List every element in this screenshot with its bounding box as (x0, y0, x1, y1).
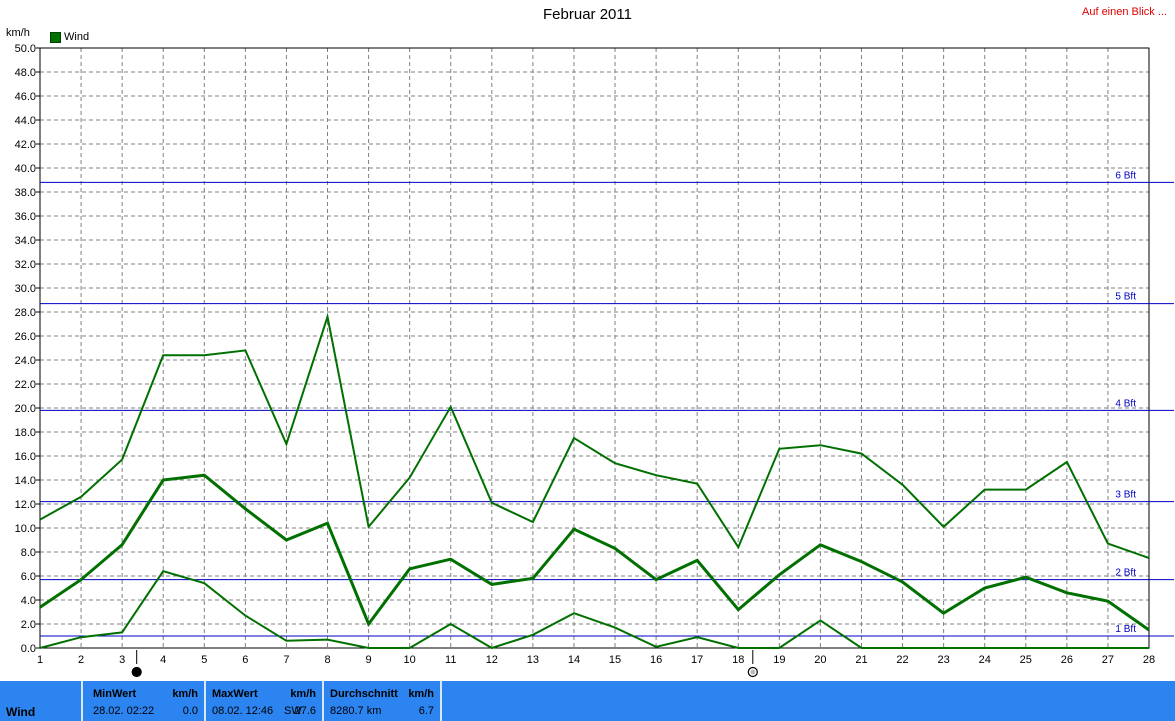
y-tick-label: 2.0 (21, 619, 36, 631)
x-tick-label: 20 (814, 654, 826, 666)
y-tick-label: 16.0 (15, 451, 36, 463)
beaufort-label: 6 Bft (1115, 170, 1136, 181)
y-tick-label: 12.0 (15, 499, 36, 511)
chart-title: Februar 2011 (543, 6, 632, 23)
x-tick-label: 13 (527, 654, 539, 666)
x-tick-label: 14 (568, 654, 580, 666)
beaufort-label: 2 Bft (1115, 568, 1136, 579)
footer-series-name: Wind (6, 705, 36, 719)
y-tick-label: 10.0 (15, 523, 36, 535)
beaufort-label: 3 Bft (1115, 490, 1136, 501)
x-tick-label: 4 (160, 654, 166, 666)
footer-series-label: Wind (0, 681, 81, 721)
x-tick-label: 21 (855, 654, 867, 666)
y-tick-label: 18.0 (15, 427, 36, 439)
y-tick-label: 48.0 (15, 67, 36, 79)
avg-value: 6.7 (418, 705, 434, 717)
y-tick-label: 0.0 (21, 643, 36, 655)
legend: Wind (50, 31, 89, 43)
series-line-min (39, 570, 1149, 650)
x-tick-label: 28 (1143, 654, 1155, 666)
x-tick-label: 9 (366, 654, 372, 666)
max-cell: MaxWert km/h 08.02. 12:46 SW 27.6 (206, 681, 322, 721)
y-tick-label: 14.0 (15, 475, 36, 487)
overview-link[interactable]: Auf einen Blick ... (1082, 6, 1167, 18)
plot-frame (39, 47, 1150, 649)
x-tick-label: 24 (979, 654, 991, 666)
y-tick-label: 36.0 (15, 211, 36, 223)
y-tick-label: 24.0 (15, 355, 36, 367)
series-line-avg (39, 473, 1150, 632)
y-tick-label: 28.0 (15, 307, 36, 319)
min-value: 0.0 (182, 705, 198, 717)
footer-divider (204, 681, 206, 721)
x-tick-label: 7 (283, 654, 289, 666)
y-tick-label: 32.0 (15, 259, 36, 271)
x-tick-label: 11 (445, 654, 456, 666)
stats-footer: Wind MinWert km/h 28.02. 02:22 0.0 MaxWe… (0, 681, 1175, 721)
avg-unit: km/h (408, 688, 434, 700)
x-tick-label: 2 (78, 654, 84, 666)
x-tick-label: 6 (242, 654, 248, 666)
x-tick-label: 22 (896, 654, 908, 666)
x-tick-label: 16 (650, 654, 662, 666)
x-tick-label: 25 (1020, 654, 1032, 666)
footer-divider (322, 681, 324, 721)
legend-swatch (50, 31, 61, 43)
x-tick-label: 17 (691, 654, 703, 666)
legend-label: Wind (64, 31, 90, 43)
avg-head: Durchschnitt (330, 688, 398, 700)
avg-cell: Durchschnitt km/h 8280.7 km 6.7 (324, 681, 440, 721)
x-tick-label: 1 (37, 654, 43, 666)
x-tick-label: 23 (938, 654, 950, 666)
y-tick-label: 6.0 (21, 571, 36, 583)
y-tick-label: 20.0 (15, 403, 36, 415)
full-moon-fill (750, 669, 756, 675)
x-tick-label: 18 (732, 654, 744, 666)
y-axis-unit: km/h (6, 27, 30, 39)
max-date: 08.02. 12:46 (212, 705, 274, 717)
y-tick-label: 40.0 (15, 163, 36, 175)
y-tick-label: 8.0 (21, 547, 36, 559)
y-tick-label: 34.0 (15, 235, 36, 247)
max-direction: SW (284, 705, 302, 717)
max-value: 27.6 (294, 705, 316, 717)
beaufort-label: 5 Bft (1115, 292, 1136, 303)
x-tick-label: 19 (773, 654, 785, 666)
x-tick-label: 5 (201, 654, 207, 666)
footer-divider (81, 681, 83, 721)
avg-distance: 8280.7 km (330, 705, 382, 717)
min-date: 28.02. 02:22 (93, 705, 155, 717)
y-tick-label: 38.0 (15, 187, 36, 199)
x-tick-label: 27 (1102, 654, 1114, 666)
y-tick-label: 46.0 (15, 91, 36, 103)
x-tick-label: 26 (1061, 654, 1073, 666)
x-tick-label: 3 (119, 654, 125, 666)
x-tick-label: 10 (404, 654, 416, 666)
footer-divider (440, 681, 442, 721)
y-tick-label: 4.0 (21, 595, 36, 607)
y-tick-label: 22.0 (15, 379, 36, 391)
x-tick-label: 8 (324, 654, 330, 666)
y-tick-label: 26.0 (15, 331, 36, 343)
beaufort-label: 1 Bft (1115, 624, 1136, 635)
min-unit: km/h (172, 688, 198, 700)
y-tick-label: 42.0 (15, 139, 36, 151)
new-moon-icon (131, 666, 142, 678)
max-unit: km/h (290, 688, 316, 700)
x-tick-label: 15 (609, 654, 621, 666)
y-tick-label: 50.0 (15, 43, 36, 55)
min-head: MinWert (93, 688, 137, 700)
x-tick-label: 12 (486, 654, 498, 666)
min-cell: MinWert km/h 28.02. 02:22 0.0 (83, 681, 204, 721)
y-tick-label: 44.0 (15, 115, 36, 127)
beaufort-label: 4 Bft (1115, 398, 1136, 409)
y-tick-label: 30.0 (15, 283, 36, 295)
series-line-max (39, 312, 1150, 559)
max-head: MaxWert (212, 688, 258, 700)
